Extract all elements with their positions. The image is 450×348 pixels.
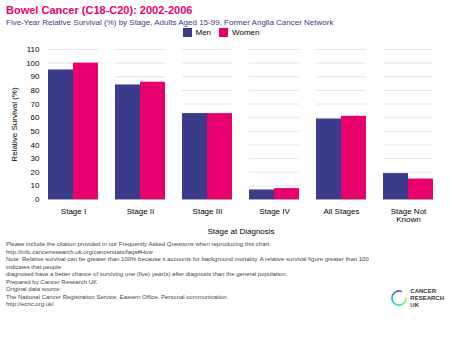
svg-text:10: 10 bbox=[31, 181, 40, 190]
svg-text:50: 50 bbox=[31, 127, 40, 136]
svg-text:0: 0 bbox=[35, 195, 40, 204]
html-text:Women: Women bbox=[232, 28, 260, 37]
svg-text:90: 90 bbox=[31, 72, 40, 81]
svg-text:All Stages: All Stages bbox=[323, 207, 359, 216]
svg-text:20: 20 bbox=[31, 168, 40, 177]
svg-text:80: 80 bbox=[31, 86, 40, 95]
svg-text:60: 60 bbox=[31, 113, 40, 122]
html-text:Note: Relative survival can be: Note: Relative survival can be greater t… bbox=[6, 256, 369, 270]
html-text:CANCER: CANCER bbox=[410, 287, 436, 294]
html-text:Five-Year Relative Survival (%: Five-Year Relative Survival (%) by Stage… bbox=[6, 18, 334, 27]
svg-text:Stage NotKnown: Stage NotKnown bbox=[391, 207, 427, 224]
svg-text:30: 30 bbox=[31, 154, 40, 163]
html-text:diagnosed have a better chance: diagnosed have a better chance of surviv… bbox=[6, 271, 288, 277]
svg-text:Stage IV: Stage IV bbox=[259, 207, 290, 216]
html-text:Bowel Cancer (C18-C20): 2002-2: Bowel Cancer (C18-C20): 2002-2006 bbox=[6, 4, 193, 16]
html-text:Original data source:: Original data source: bbox=[6, 286, 62, 292]
svg-text:Stage I: Stage I bbox=[61, 207, 86, 216]
svg-text:Stage II: Stage II bbox=[127, 207, 155, 216]
svg-text:Relative Survival (%): Relative Survival (%) bbox=[10, 87, 19, 162]
svg-text:70: 70 bbox=[31, 100, 40, 109]
svg-text:Stage III: Stage III bbox=[193, 207, 223, 216]
html-text:UK: UK bbox=[410, 301, 419, 308]
html-text:Prepared by Cancer Research UK: Prepared by Cancer Research UK bbox=[6, 278, 97, 285]
svg-text:Stage at Diagnosis: Stage at Diagnosis bbox=[207, 227, 274, 236]
html-text:Men: Men bbox=[195, 28, 212, 37]
html-text:The National Cancer Registrati: The National Cancer Registration Service… bbox=[6, 293, 229, 300]
html-text:Please include the citation pr: Please include the citation provided in … bbox=[6, 241, 271, 255]
svg-text:110: 110 bbox=[27, 45, 40, 54]
html-text:RESEARCH: RESEARCH bbox=[410, 294, 444, 301]
svg-text:100: 100 bbox=[26, 59, 40, 68]
svg-text:40: 40 bbox=[31, 141, 40, 150]
html-text:http://ecric.org.uk/: http://ecric.org.uk/ bbox=[6, 301, 54, 307]
